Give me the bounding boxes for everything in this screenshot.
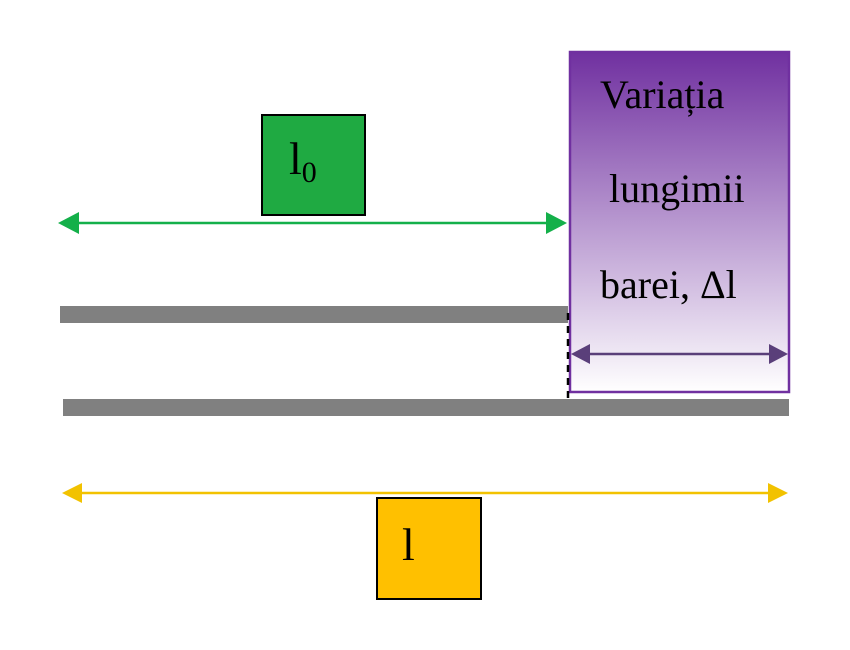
elongated-bar xyxy=(63,399,789,416)
delta-label-line1: Variația xyxy=(600,72,725,117)
initial-length-subscript: 0 xyxy=(302,156,317,189)
initial-length-label: l0 xyxy=(289,133,317,189)
delta-length-arrow xyxy=(571,344,788,364)
final-length-arrow xyxy=(62,483,788,503)
original-bar xyxy=(60,306,568,323)
initial-length-symbol: l xyxy=(289,133,302,184)
final-length-label: l xyxy=(402,519,415,570)
delta-label-line3: barei, Δl xyxy=(600,262,737,307)
initial-length-box xyxy=(261,114,366,216)
delta-label-line2: lungimii xyxy=(609,166,745,211)
delta-length-panel xyxy=(568,50,791,394)
initial-length-arrow xyxy=(58,212,567,234)
final-length-box xyxy=(376,497,482,600)
